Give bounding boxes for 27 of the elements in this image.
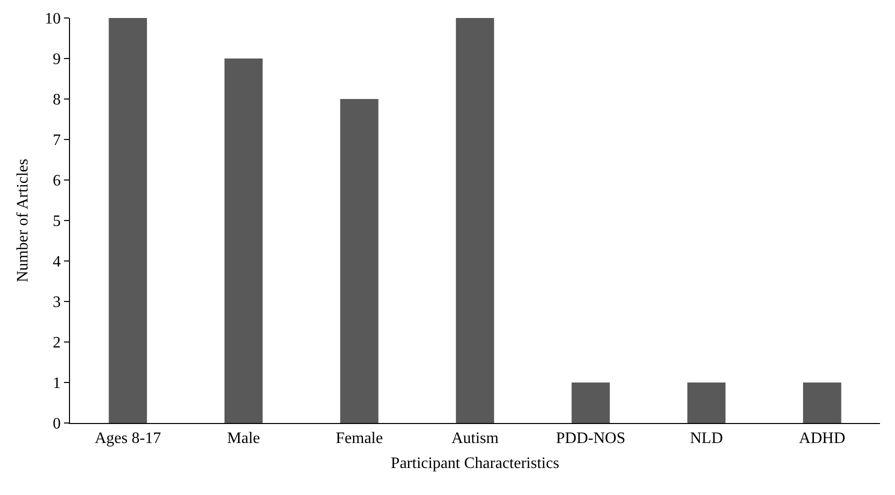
x-tick-label: Male: [227, 430, 260, 448]
y-tick-label: 7: [52, 132, 61, 150]
y-tick-label: 5: [52, 213, 61, 230]
y-tick-label: 10: [44, 10, 61, 28]
x-axis-title: Participant Characteristics: [390, 454, 560, 472]
bar: [108, 18, 147, 423]
y-tick-label: 2: [52, 334, 61, 352]
bar: [340, 99, 378, 423]
bar: [803, 382, 842, 423]
x-tick-label: PDD-NOS: [556, 430, 626, 448]
x-tick-label: Autism: [451, 430, 500, 448]
y-tick-label: 6: [52, 172, 61, 190]
y-tick-label: 9: [52, 51, 61, 68]
bar: [572, 382, 610, 423]
x-tick-label: Ages 8-17: [94, 430, 161, 448]
y-tick-label: 4: [52, 254, 61, 271]
y-axis-title: Number of Articles: [14, 158, 32, 282]
x-tick-label: NLD: [690, 430, 723, 448]
x-tick-label: Female: [336, 430, 383, 448]
y-tick-label: 3: [52, 294, 61, 312]
y-tick-label: 1: [52, 375, 61, 392]
bar: [687, 382, 726, 423]
x-tick-label: ADHD: [799, 430, 846, 448]
y-tick-label: 8: [52, 92, 61, 109]
y-tick-label: 0: [52, 416, 61, 433]
bar: [224, 58, 263, 423]
bar: [456, 18, 494, 423]
